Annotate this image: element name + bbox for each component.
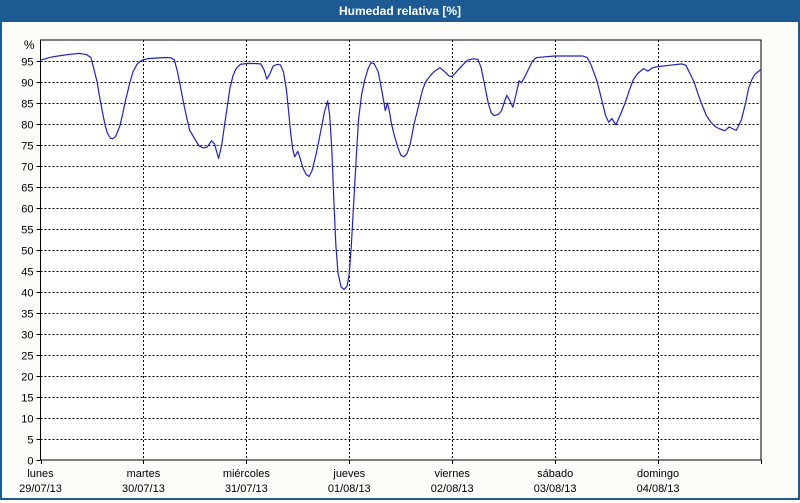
y-tick-label: 80 [21, 120, 33, 132]
y-tick-label: 10 [21, 414, 33, 426]
humidity-chart: 0 5 10 15 20 25 30 35 40 45 50 55 60 65 70 75 80 85 90 95% l… [19, 38, 762, 495]
y-tick-label: 30 [21, 330, 33, 342]
chart-panel: 0 5 10 15 20 25 30 35 40 45 50 55 60 65 70 75 80 85 90 95% l… [2, 22, 798, 498]
day-name-label: jueves [332, 468, 365, 480]
humidity-series-line [39, 52, 762, 291]
y-tick-label: 90 [21, 78, 33, 90]
window-titlebar: Humedad relativa [%] [0, 0, 800, 22]
y-tick-label: 45 [21, 267, 33, 279]
y-tick-label: 60 [21, 204, 33, 216]
window-title: Humedad relativa [%] [338, 4, 462, 18]
y-tick-label: 85 [21, 99, 33, 111]
day-date-label: 04/08/13 [637, 483, 680, 495]
day-name-label: lunes [27, 468, 54, 480]
y-tick-label: 15 [21, 393, 33, 405]
day-date-label: 01/08/13 [328, 483, 371, 495]
y-tick-label: 35 [21, 309, 33, 321]
y-tick-label: 70 [21, 162, 33, 174]
day-name-label: viernes [434, 468, 470, 480]
day-date-label: 29/07/13 [19, 483, 62, 495]
day-date-label: 30/07/13 [122, 483, 165, 495]
day-name-label: miércoles [223, 468, 271, 480]
y-tick-label: 50 [21, 246, 33, 258]
day-name-label: martes [127, 468, 161, 480]
day-date-label: 02/08/13 [431, 483, 474, 495]
y-tick-label: 0 [27, 456, 33, 468]
y-tick-label: 25 [21, 351, 33, 363]
y-tick-label: 40 [21, 288, 33, 300]
y-tick-label: 5 [27, 435, 33, 447]
day-date-label: 31/07/13 [225, 483, 268, 495]
day-name-label: domingo [637, 468, 679, 480]
y-tick-label: 65 [21, 183, 33, 195]
day-date-label: 03/08/13 [534, 483, 577, 495]
y-tick-label: 20 [21, 372, 33, 384]
y-axis-unit-label: % [24, 38, 35, 52]
y-tick-label: 95 [21, 57, 33, 69]
y-tick-label: 55 [21, 225, 33, 237]
y-tick-label: 75 [21, 141, 33, 153]
day-name-label: sábado [537, 468, 573, 480]
